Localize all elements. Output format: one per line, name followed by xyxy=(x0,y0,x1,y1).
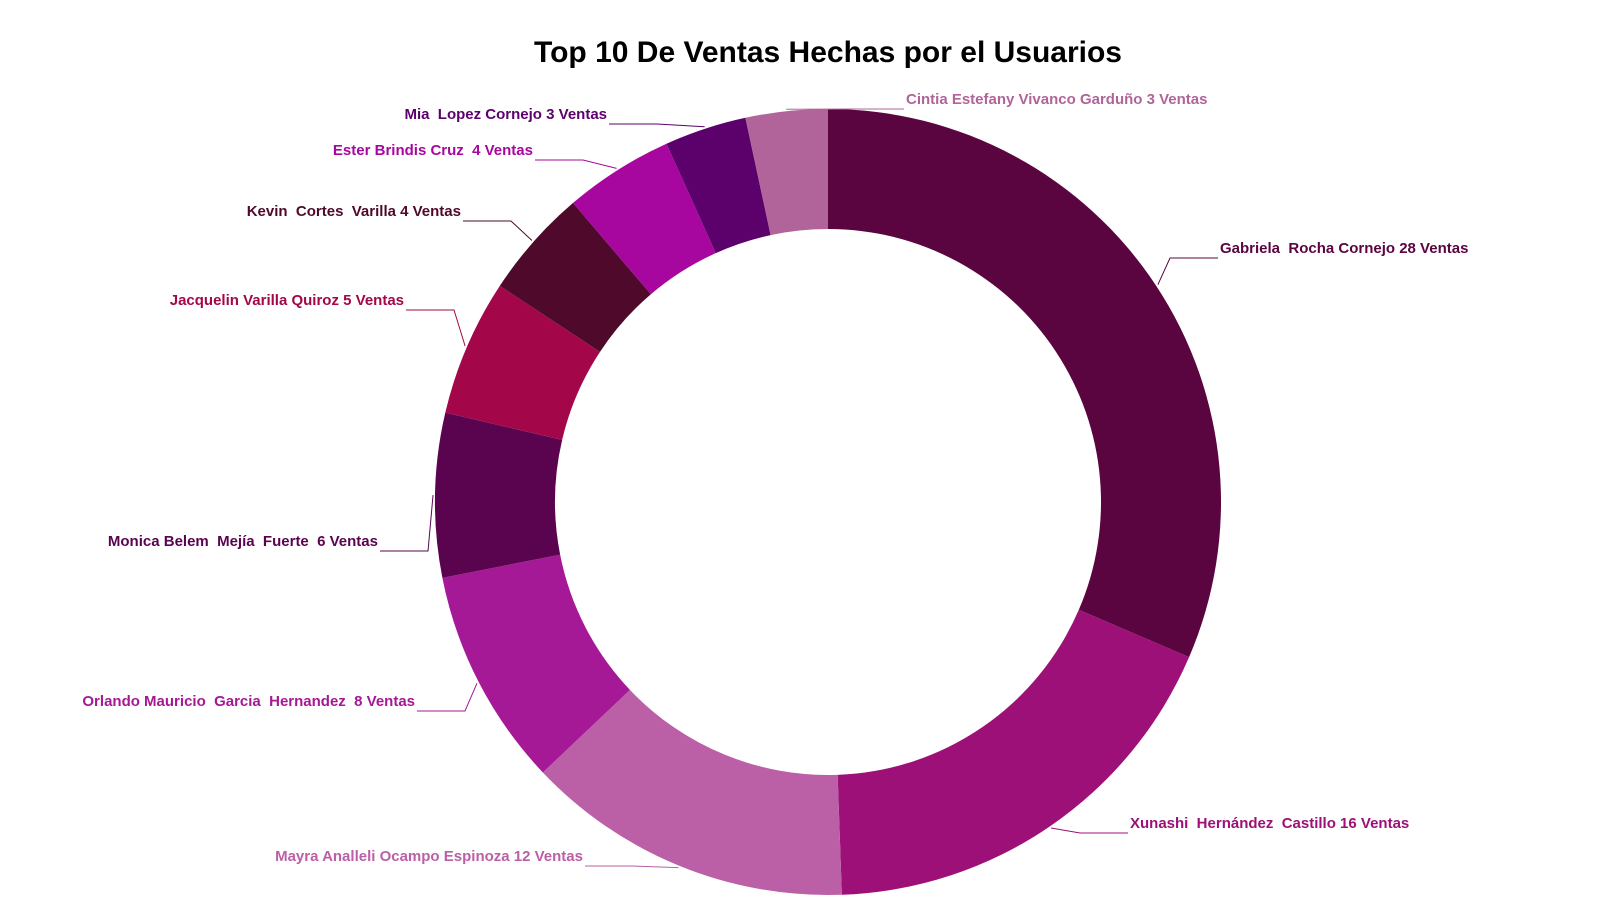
leader-line-mia-lopez-cornejo-3-ventas xyxy=(609,123,705,128)
chart-title: Top 10 De Ventas Hechas por el Usuarios xyxy=(534,36,1122,69)
slice-label-xunashi-hernandez-castillo-16-ventas: Xunashi Hernández Castillo 16 Ventas xyxy=(1130,815,1409,832)
slice-label-cintia-estefany-vivanco-garduno-3-ventas: Cintia Estefany Vivanco Garduño 3 Ventas xyxy=(906,91,1208,108)
slice-kevin-cortes-varilla-4-ventas[interactable] xyxy=(499,202,651,352)
leader-line-ester-brindis-cruz-4-ventas xyxy=(535,159,617,169)
slice-mayra-analleli-ocampo-espinoza-12-ventas[interactable] xyxy=(542,689,842,895)
slice-label-monica-belem-mejia-fuerte-6-ventas: Monica Belem Mejía Fuerte 6 Ventas xyxy=(108,533,378,550)
slice-label-ester-brindis-cruz-4-ventas: Ester Brindis Cruz 4 Ventas xyxy=(333,142,533,159)
leader-line-gabriela-rocha-cornejo-28-ventas xyxy=(1157,257,1218,285)
slice-monica-belem-mejia-fuerte-6-ventas[interactable] xyxy=(434,412,563,578)
slice-label-mayra-analleli-ocampo-espinoza-12-ventas: Mayra Analleli Ocampo Espinoza 12 Ventas xyxy=(275,848,583,865)
leader-line-mayra-analleli-ocampo-espinoza-12-ventas xyxy=(585,865,679,869)
slice-label-mia-lopez-cornejo-3-ventas: Mia Lopez Cornejo 3 Ventas xyxy=(404,106,607,123)
slice-label-kevin-cortes-varilla-4-ventas: Kevin Cortes Varilla 4 Ventas xyxy=(247,203,461,220)
labels-layer: Gabriela Rocha Cornejo 28 Ventas Xunashi … xyxy=(82,91,1468,869)
slice-label-gabriela-rocha-cornejo-28-ventas: Gabriela Rocha Cornejo 28 Ventas xyxy=(1220,240,1468,257)
leader-line-xunashi-hernandez-castillo-16-ventas xyxy=(1050,827,1128,834)
slice-label-jacquelin-varilla-quiroz-5-ventas: Jacquelin Varilla Quiroz 5 Ventas xyxy=(170,292,404,309)
slice-cintia-estefany-vivanco-garduno-3-ventas[interactable] xyxy=(745,109,828,236)
slice-ester-brindis-cruz-4-ventas[interactable] xyxy=(573,143,716,295)
leader-line-kevin-cortes-varilla-4-ventas xyxy=(463,220,533,241)
slice-gabriela-rocha-cornejo-28-ventas[interactable] xyxy=(828,109,1221,658)
slice-jacquelin-varilla-quiroz-5-ventas[interactable] xyxy=(445,285,601,440)
slices-layer xyxy=(434,109,1221,895)
slice-label-orlando-mauricio-garcia-hernandez-8-ventas: Orlando Mauricio Garcia Hernandez 8 Vent… xyxy=(82,693,415,710)
leader-line-orlando-mauricio-garcia-hernandez-8-ventas xyxy=(417,682,478,712)
slice-mia-lopez-cornejo-3-ventas[interactable] xyxy=(666,117,771,254)
leader-line-jacquelin-varilla-quiroz-5-ventas xyxy=(406,309,466,347)
leader-line-monica-belem-mejia-fuerte-6-ventas xyxy=(380,494,434,552)
slice-orlando-mauricio-garcia-hernandez-8-ventas[interactable] xyxy=(442,554,630,773)
slice-xunashi-hernandez-castillo-16-ventas[interactable] xyxy=(837,609,1190,895)
